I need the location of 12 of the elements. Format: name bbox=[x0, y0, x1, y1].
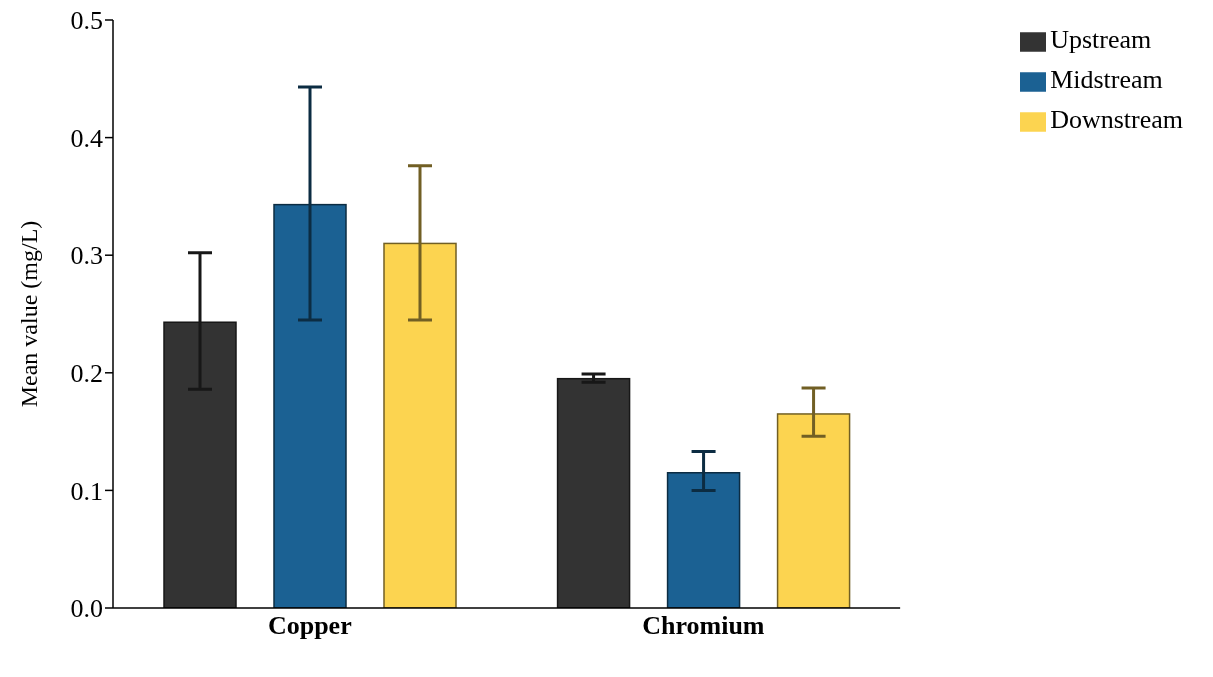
y-tick-label: 0.2 bbox=[70, 359, 103, 389]
y-tick-label: 0.4 bbox=[70, 123, 103, 153]
y-tick-label: 0.5 bbox=[70, 6, 103, 36]
legend-label: Midstream bbox=[1050, 65, 1163, 94]
x-tick-label: Copper bbox=[267, 611, 352, 641]
y-tick-label: 0.3 bbox=[70, 241, 103, 271]
legend-label: Upstream bbox=[1050, 25, 1152, 54]
x-tick-label: Chromium bbox=[642, 611, 765, 641]
legend-label: Downstream bbox=[1050, 105, 1183, 134]
y-tick-label: 0.1 bbox=[70, 476, 103, 506]
y-axis-title: Mean value (mg/L) bbox=[15, 220, 42, 408]
y-tick-label: 0.0 bbox=[70, 594, 103, 624]
